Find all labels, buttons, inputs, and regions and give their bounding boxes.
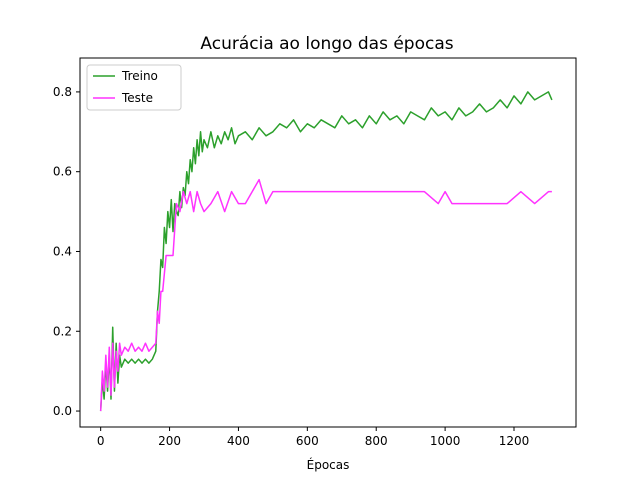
x-tick-label: 1000: [430, 434, 461, 448]
y-tick-label: 0.0: [53, 404, 72, 418]
y-tick-label: 0.4: [53, 244, 72, 258]
y-tick-label: 0.8: [53, 85, 72, 99]
legend: Treino Teste: [86, 64, 182, 111]
x-axis-label: Épocas: [307, 457, 350, 472]
series-layer: [99, 91, 553, 412]
plot-frame: [79, 57, 577, 428]
x-tick-label: 0: [97, 434, 105, 448]
legend-label-teste: Teste: [121, 91, 153, 105]
series-line-treino: [99, 91, 553, 412]
y-axis-ticks: 0.0 0.2 0.4 0.6 0.8: [53, 85, 80, 418]
x-tick-label: 400: [227, 434, 250, 448]
y-tick-label: 0.6: [53, 165, 72, 179]
y-tick-label: 0.2: [53, 324, 72, 338]
x-tick-label: 600: [296, 434, 319, 448]
legend-label-treino: Treino: [121, 69, 158, 83]
x-axis-ticks: 0 200 400 600 800 1000 1200: [97, 427, 529, 448]
series-line-teste: [99, 178, 552, 412]
x-tick-label: 200: [158, 434, 181, 448]
x-tick-label: 1200: [499, 434, 530, 448]
x-tick-label: 800: [365, 434, 388, 448]
chart-title: Acurácia ao longo das épocas: [200, 34, 453, 54]
